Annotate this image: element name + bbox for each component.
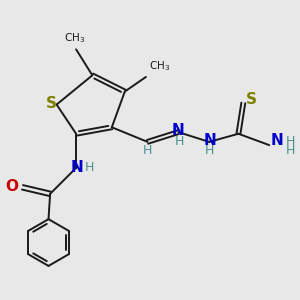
Text: H: H [143, 143, 152, 157]
Text: S: S [246, 92, 257, 107]
Text: S: S [46, 96, 57, 111]
Text: O: O [6, 179, 19, 194]
Text: N: N [172, 123, 185, 138]
Text: N: N [70, 160, 83, 175]
Text: H: H [85, 161, 94, 174]
Text: H: H [205, 145, 214, 158]
Text: CH$_3$: CH$_3$ [148, 59, 170, 73]
Text: N: N [271, 133, 284, 148]
Text: H: H [286, 143, 295, 157]
Text: H: H [174, 135, 184, 148]
Text: H: H [286, 135, 295, 148]
Text: CH$_3$: CH$_3$ [64, 32, 85, 46]
Text: N: N [203, 133, 216, 148]
